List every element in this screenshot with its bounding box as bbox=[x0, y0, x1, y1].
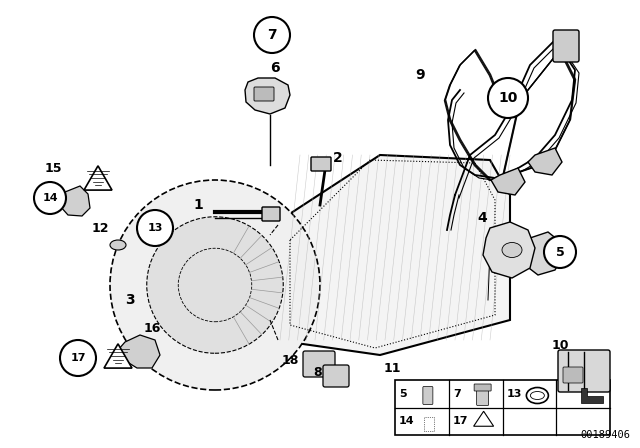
Circle shape bbox=[488, 78, 528, 118]
Text: 14: 14 bbox=[399, 416, 415, 426]
Circle shape bbox=[110, 180, 320, 390]
Text: 13: 13 bbox=[147, 223, 163, 233]
Text: 9: 9 bbox=[415, 68, 425, 82]
Ellipse shape bbox=[502, 242, 522, 258]
FancyBboxPatch shape bbox=[323, 365, 349, 387]
Text: 6: 6 bbox=[270, 61, 280, 75]
Circle shape bbox=[60, 340, 96, 376]
Polygon shape bbox=[474, 411, 493, 426]
Text: 3: 3 bbox=[125, 293, 135, 307]
Text: 5: 5 bbox=[556, 246, 564, 258]
Polygon shape bbox=[118, 335, 160, 368]
Circle shape bbox=[137, 210, 173, 246]
Polygon shape bbox=[491, 168, 525, 195]
Text: 15: 15 bbox=[45, 161, 62, 175]
Polygon shape bbox=[84, 166, 112, 190]
Text: 14: 14 bbox=[42, 193, 58, 203]
Polygon shape bbox=[60, 186, 90, 216]
Text: 10: 10 bbox=[551, 339, 569, 352]
Polygon shape bbox=[581, 388, 603, 402]
Circle shape bbox=[34, 182, 66, 214]
Text: 4: 4 bbox=[477, 211, 487, 225]
Circle shape bbox=[254, 17, 290, 53]
Text: 10: 10 bbox=[499, 91, 518, 105]
Bar bbox=[395, 380, 610, 435]
Text: 00189406: 00189406 bbox=[580, 430, 630, 440]
FancyBboxPatch shape bbox=[311, 157, 331, 171]
Text: 16: 16 bbox=[143, 322, 161, 335]
FancyBboxPatch shape bbox=[474, 384, 491, 391]
FancyBboxPatch shape bbox=[303, 351, 335, 377]
Text: 7: 7 bbox=[452, 389, 461, 399]
FancyBboxPatch shape bbox=[254, 87, 274, 101]
Text: 2: 2 bbox=[333, 151, 343, 165]
Ellipse shape bbox=[110, 240, 126, 250]
FancyBboxPatch shape bbox=[553, 30, 579, 62]
Text: 1: 1 bbox=[193, 198, 203, 212]
FancyBboxPatch shape bbox=[563, 367, 583, 383]
FancyBboxPatch shape bbox=[423, 387, 433, 405]
Text: 11: 11 bbox=[383, 362, 401, 375]
Text: 7: 7 bbox=[267, 28, 277, 42]
Text: 17: 17 bbox=[70, 353, 86, 363]
Text: 18: 18 bbox=[282, 353, 299, 366]
Polygon shape bbox=[104, 344, 132, 368]
Text: 8: 8 bbox=[314, 366, 323, 379]
Bar bbox=[424, 417, 434, 431]
FancyBboxPatch shape bbox=[558, 350, 610, 392]
Text: 5: 5 bbox=[399, 389, 406, 399]
Circle shape bbox=[147, 217, 284, 353]
Polygon shape bbox=[528, 148, 562, 175]
Polygon shape bbox=[245, 78, 290, 114]
Polygon shape bbox=[265, 155, 510, 355]
Text: 13: 13 bbox=[506, 389, 522, 399]
FancyBboxPatch shape bbox=[262, 207, 280, 221]
Circle shape bbox=[544, 236, 576, 268]
Text: 17: 17 bbox=[452, 416, 468, 426]
Polygon shape bbox=[483, 222, 535, 278]
Polygon shape bbox=[522, 232, 562, 275]
Text: 12: 12 bbox=[92, 221, 109, 234]
FancyBboxPatch shape bbox=[477, 385, 488, 405]
